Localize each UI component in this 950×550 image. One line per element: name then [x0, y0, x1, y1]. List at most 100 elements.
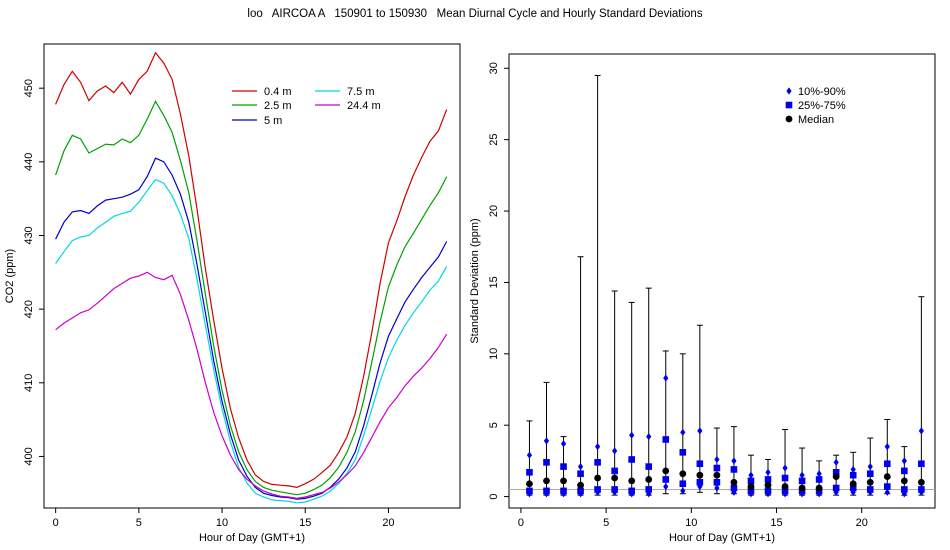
right-y-tick-label: 5: [488, 422, 500, 428]
median-marker: [662, 467, 670, 475]
diamond-marker: [867, 462, 873, 471]
diurnal-cycle-panel: 0 5 10 15 20 400 410 420 430 440 450 Hour of Day (G…: [4, 43, 461, 544]
median-marker: [679, 470, 687, 478]
quartile-marker: [560, 487, 567, 495]
quartile-marker: [543, 487, 550, 495]
median-marker: [815, 484, 823, 492]
diamond-marker: [595, 443, 601, 451]
right-y-axis-label: Standard Deviation (ppm): [469, 218, 481, 343]
quartile-marker: [883, 460, 891, 468]
left-y-tick-label: 450: [23, 79, 35, 97]
left-y-tick-label: 420: [23, 300, 35, 318]
quartile-marker: [883, 483, 891, 490]
median-marker: [560, 477, 567, 485]
median-marker: [866, 478, 874, 486]
median-marker: [543, 477, 550, 485]
quartile-marker: [594, 486, 601, 493]
quartile-marker: [764, 476, 772, 483]
median-marker: [611, 474, 619, 482]
quartile-marker: [849, 484, 857, 492]
diamond-marker: [901, 457, 907, 465]
quartile-marker: [628, 487, 635, 495]
series-line-0-4-m: [55, 51, 448, 489]
median-marker: [577, 481, 584, 489]
right-x-tick-label: 5: [603, 517, 609, 529]
quartile-marker: [543, 459, 550, 466]
median-marker: [917, 478, 925, 486]
series-line-7-5-m: [55, 178, 448, 504]
legend-swatch: [785, 101, 793, 109]
series-line-5-m: [55, 157, 448, 500]
diamond-marker: [731, 457, 737, 465]
quartile-marker: [849, 471, 857, 479]
median-marker: [781, 483, 789, 490]
quartile-marker: [832, 484, 840, 492]
median-marker: [764, 481, 772, 489]
median-marker: [645, 476, 653, 483]
diamond-marker: [748, 471, 754, 479]
median-marker: [696, 471, 704, 479]
diamond-marker: [577, 462, 584, 471]
quartile-marker: [901, 467, 908, 475]
left-y-tick-label: 440: [23, 153, 35, 171]
diamond-marker: [629, 431, 635, 439]
quartile-marker: [560, 463, 567, 470]
diamond-marker: [680, 487, 686, 495]
quartile-marker: [901, 486, 908, 493]
quartile-marker: [918, 460, 925, 468]
median-marker: [594, 474, 602, 482]
right-y-tick-label: 20: [488, 205, 500, 217]
quartile-marker: [815, 476, 823, 483]
quartile-marker: [679, 480, 687, 488]
quartile-marker: [918, 486, 925, 493]
quartile-marker: [747, 477, 755, 485]
diamond-marker: [543, 437, 550, 445]
quartile-marker: [730, 484, 738, 492]
quartile-marker: [526, 469, 533, 476]
left-y-axis-label: CO2 (ppm): [4, 249, 16, 303]
left-x-tick-label: 5: [136, 517, 142, 529]
right-x-tick-label: 10: [685, 517, 697, 529]
quartile-marker: [662, 436, 670, 443]
legend-label: 5 m: [264, 115, 282, 127]
right-x-tick-label: 15: [770, 517, 782, 529]
quartile-marker: [679, 449, 687, 456]
left-x-tick-label: 10: [216, 517, 228, 529]
median-marker: [747, 483, 755, 490]
left-x-axis-label: Hour of Day (GMT+1): [199, 532, 305, 544]
diamond-marker: [526, 451, 533, 459]
diamond-marker: [714, 484, 720, 492]
quartile-marker: [781, 474, 789, 482]
right-y-tick-label: 0: [488, 494, 500, 500]
diamond-marker: [680, 428, 686, 436]
quartile-marker: [781, 487, 789, 495]
diamond-marker: [884, 443, 890, 451]
diamond-marker: [765, 468, 771, 476]
left-plot-frame: [43, 43, 461, 509]
quartile-marker: [713, 464, 721, 472]
series-line-24-4-m: [55, 271, 448, 500]
median-marker: [849, 480, 857, 488]
diamond-marker: [663, 482, 669, 491]
median-marker: [832, 473, 840, 480]
legend-label: 0.4 m: [264, 86, 292, 98]
right-x-tick-label: 0: [518, 517, 524, 529]
diamond-marker: [663, 374, 669, 382]
quartile-marker: [798, 477, 806, 485]
legend-swatch: [785, 115, 793, 123]
legend-label: 25%-75%: [798, 100, 846, 112]
quartile-marker: [866, 486, 874, 493]
page-title: loo AIRCOA A 150901 to 150930 Mean Diurn…: [247, 8, 703, 20]
quartile-marker: [662, 476, 670, 483]
quartile-marker: [628, 456, 635, 463]
median-marker: [883, 473, 891, 480]
diamond-marker: [799, 471, 805, 479]
legend-label: 24.4 m: [347, 100, 381, 112]
quartile-marker: [577, 470, 584, 478]
median-marker: [730, 478, 738, 486]
right-x-axis-label: Hour of Day (GMT+1): [669, 532, 775, 544]
diamond-marker: [850, 465, 856, 474]
quartile-marker: [832, 469, 840, 476]
quartile-marker: [764, 487, 772, 495]
